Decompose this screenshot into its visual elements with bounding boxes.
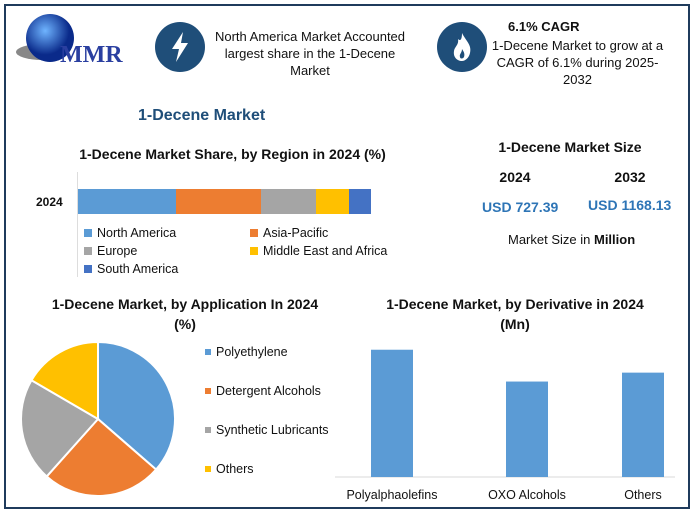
legend-label: North America (97, 226, 177, 240)
market-size-note: Market Size in Million (508, 232, 635, 247)
note-unit: Million (593, 232, 636, 247)
derivative-bar-chart (335, 349, 675, 478)
bar-segment-south-america (349, 189, 371, 214)
legend-swatch (205, 349, 211, 355)
bar-others (622, 372, 664, 477)
legend-swatch (250, 229, 258, 237)
cagr-title: 6.1% CAGR (508, 19, 580, 34)
legend-swatch (84, 229, 92, 237)
application-pie (20, 340, 176, 497)
pie-slice-synthetic-lubricants (20, 378, 100, 478)
lightning-icon (155, 22, 205, 72)
flame-icon (437, 22, 487, 72)
legend-north-america: North America (84, 226, 176, 240)
bar-segment-middle-east-and-africa (316, 189, 349, 214)
legend-polyethylene: Polyethylene (205, 345, 288, 359)
legend-label: Others (216, 462, 254, 476)
value-2032: USD 1168.13 (588, 197, 672, 213)
legend-label: Middle East and Africa (263, 244, 388, 258)
year-2024: 2024 (499, 169, 531, 185)
bar-segment-north-america (78, 189, 177, 214)
infographic-frame (4, 4, 690, 509)
region-y-label: 2024 (36, 195, 63, 209)
bar-segment-europe (261, 189, 317, 214)
legend-label: Polyethylene (216, 345, 288, 359)
legend-swatch (84, 247, 92, 255)
legend-middle-east-and-africa: Middle East and Africa (250, 244, 387, 258)
legend-label: Europe (97, 244, 138, 258)
x-tick-label: Polyalphaolefins (346, 488, 438, 502)
legend-synthetic-lubricants: Synthetic Lubricants (205, 423, 329, 437)
legend-europe: Europe (84, 244, 137, 258)
bar-polyalphaolefins (371, 349, 413, 477)
region-highlight-text: North America Market Accounted largest s… (214, 29, 406, 78)
legend-label: South America (97, 262, 179, 276)
market-title: 1-Decene Market (138, 107, 266, 124)
pie-slice-polyethylene (97, 340, 176, 471)
region-axis (77, 172, 78, 277)
cagr-text: 1-Decene Market to grow at a CAGR of 6.1… (491, 38, 664, 87)
legend-asia-pacific: Asia-Pacific (250, 226, 328, 240)
legend-swatch (250, 247, 258, 255)
note-prefix: Market Size in (508, 232, 594, 247)
market-size-title: 1-Decene Market Size (498, 139, 642, 155)
legend-label: Asia-Pacific (263, 226, 329, 240)
x-tick-label: Others (624, 488, 662, 502)
pie-slice-detergent-alcohols (45, 417, 158, 497)
bar-segment-asia-pacific (176, 189, 262, 214)
bar-oxo-alcohols (506, 381, 548, 477)
legend-swatch (205, 388, 211, 394)
region-stacked-bar (78, 189, 371, 214)
legend-swatch (84, 265, 92, 273)
legend-others: Others (205, 462, 254, 476)
legend-south-america: South America (84, 262, 178, 276)
year-2032: 2032 (614, 169, 646, 185)
globe-icon (16, 14, 74, 62)
region-chart-title: 1-Decene Market Share, by Region in 2024… (79, 146, 386, 162)
value-2024: USD 727.39 (482, 199, 559, 215)
legend-label: Synthetic Lubricants (216, 423, 329, 437)
logo: MMR (12, 10, 123, 70)
legend-swatch (205, 427, 211, 433)
derivative-chart-title: 1-Decene Market, by Derivative in 2024 (… (386, 296, 644, 332)
legend-swatch (205, 466, 211, 472)
legend-detergent-alcohols: Detergent Alcohols (205, 384, 321, 398)
pie-slice-others (30, 340, 99, 421)
x-tick-label: OXO Alcohols (488, 488, 566, 502)
logo-text: MMR (60, 42, 123, 68)
legend-label: Detergent Alcohols (216, 384, 321, 398)
application-chart-title: 1-Decene Market, by Application In 2024 … (51, 296, 319, 332)
